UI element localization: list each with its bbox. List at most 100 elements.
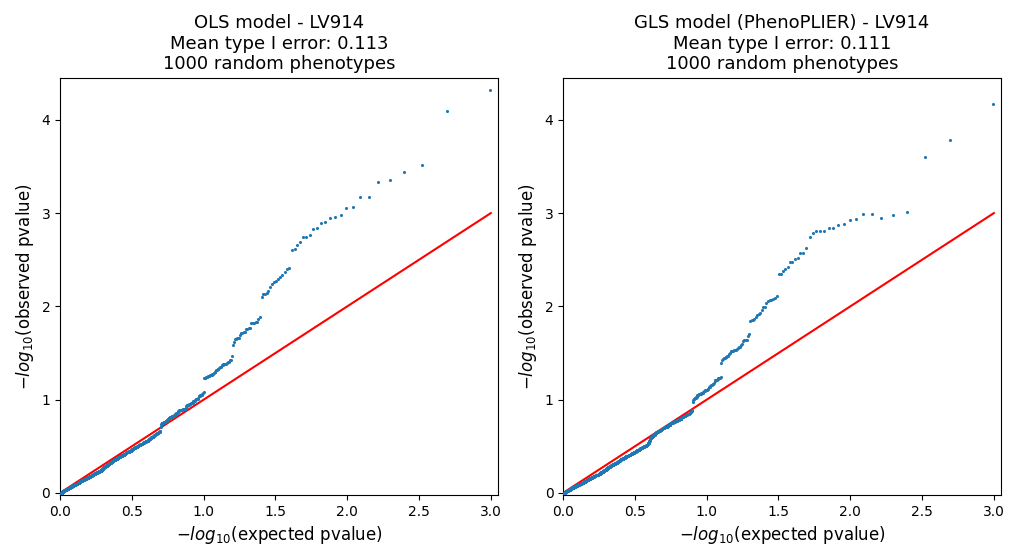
Point — [624, 449, 640, 458]
Point — [695, 386, 711, 395]
Point — [640, 438, 656, 447]
Point — [560, 486, 577, 494]
Point — [640, 438, 656, 447]
Point — [728, 344, 744, 353]
Point — [197, 374, 213, 382]
Point — [85, 470, 101, 479]
Point — [605, 459, 622, 468]
Point — [62, 483, 78, 492]
Point — [597, 465, 613, 474]
Point — [656, 423, 673, 432]
Point — [57, 486, 73, 494]
Point — [587, 471, 603, 480]
Point — [199, 373, 215, 382]
Point — [716, 353, 733, 362]
Point — [619, 451, 635, 460]
Point — [274, 270, 290, 279]
Point — [68, 479, 85, 488]
Point — [294, 233, 311, 242]
Point — [110, 453, 126, 462]
Point — [872, 213, 889, 222]
Point — [594, 468, 610, 477]
Point — [610, 456, 627, 465]
Point — [194, 390, 210, 399]
Point — [585, 472, 601, 480]
Point — [270, 275, 286, 284]
Point — [578, 477, 594, 486]
Point — [610, 457, 627, 466]
Point — [110, 453, 126, 462]
Point — [113, 451, 129, 460]
Point — [585, 472, 601, 481]
Point — [71, 478, 88, 487]
Point — [602, 461, 619, 470]
Point — [555, 488, 572, 497]
Point — [574, 478, 590, 487]
Point — [629, 446, 645, 455]
Point — [187, 395, 204, 404]
Point — [150, 428, 166, 437]
Point — [560, 486, 577, 494]
Point — [87, 469, 103, 478]
Point — [772, 269, 789, 278]
Point — [795, 248, 811, 257]
Point — [567, 482, 583, 491]
Point — [559, 486, 576, 495]
Point — [612, 455, 629, 464]
Point — [157, 417, 173, 426]
Point — [560, 486, 577, 494]
Point — [161, 413, 177, 422]
Point — [898, 208, 914, 217]
Point — [683, 406, 699, 415]
Point — [370, 178, 386, 187]
Point — [567, 482, 583, 491]
Point — [579, 475, 595, 484]
Point — [131, 441, 148, 450]
Point — [153, 419, 169, 428]
Point — [635, 442, 651, 451]
Point — [555, 488, 572, 497]
Point — [107, 455, 123, 464]
Point — [573, 479, 589, 488]
Point — [637, 441, 653, 450]
Point — [601, 462, 618, 471]
Point — [583, 473, 599, 482]
Point — [576, 477, 592, 486]
Point — [576, 477, 592, 486]
Point — [630, 445, 646, 454]
Point — [153, 422, 169, 431]
Point — [555, 488, 572, 497]
Point — [79, 473, 96, 482]
Point — [643, 433, 659, 442]
Point — [113, 451, 129, 460]
Point — [587, 471, 603, 480]
Point — [653, 424, 669, 433]
Point — [149, 429, 165, 438]
Point — [575, 478, 591, 487]
Point — [630, 445, 646, 454]
Point — [564, 484, 580, 493]
Point — [233, 329, 250, 338]
Point — [86, 469, 102, 478]
Point — [61, 484, 77, 493]
Point — [579, 475, 595, 484]
Point — [99, 461, 115, 470]
Point — [598, 464, 614, 473]
Point — [68, 479, 85, 488]
Point — [554, 488, 571, 497]
Point — [561, 485, 578, 494]
Point — [111, 452, 127, 461]
Point — [556, 488, 573, 497]
Point — [92, 467, 108, 476]
Point — [597, 465, 613, 474]
Point — [556, 488, 573, 497]
Point — [77, 474, 94, 483]
Point — [65, 480, 82, 489]
Point — [93, 466, 109, 475]
Point — [577, 477, 593, 486]
Point — [622, 450, 638, 459]
Point — [707, 376, 723, 385]
Point — [677, 411, 693, 420]
Point — [672, 414, 688, 423]
Point — [674, 413, 690, 422]
